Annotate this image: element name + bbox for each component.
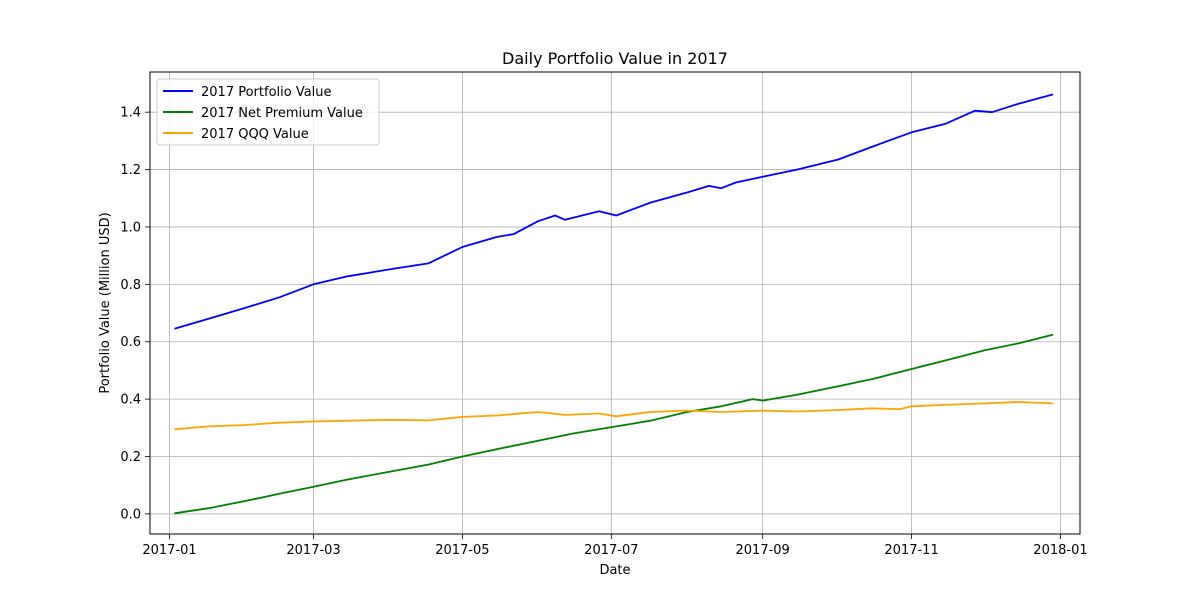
qqq-value-line [174, 401, 1054, 431]
y-tick-label: 1.0 [120, 220, 141, 235]
legend-label-net-premium: 2017 Net Premium Value [201, 106, 363, 121]
y-tick-label: 1.2 [120, 163, 141, 178]
y-tick-label: 1.4 [120, 106, 141, 121]
x-tick-label: 2017-03 [286, 543, 340, 558]
plot-frame [149, 71, 1081, 535]
y-tick-label: 0.8 [120, 278, 141, 293]
x-tick-label: 2017-09 [736, 543, 790, 558]
y-tick-label: 0.2 [120, 450, 141, 465]
y-tick-label: 0.0 [120, 507, 141, 522]
x-tick-label: 2018-01 [1033, 543, 1087, 558]
portfolio-value-line [174, 93, 1054, 330]
x-tick-label: 2017-11 [884, 543, 938, 558]
x-tick-label: 2017-07 [584, 543, 638, 558]
chart-title: Daily Portfolio Value in 2017 [502, 49, 728, 68]
axis-ticks: 2017-01 2017-03 2017-05 2017-07 2017-09 2017-… [120, 106, 1087, 558]
grid [150, 72, 1080, 534]
legend: 2017 Portfolio Value 2017 Net Premium Va… [156, 78, 380, 146]
y-axis-label: Portfolio Value (Million USD) [98, 212, 113, 393]
series-group [174, 93, 1054, 515]
x-tick-label: 2017-01 [142, 543, 196, 558]
y-tick-label: 0.4 [120, 393, 141, 408]
legend-label-portfolio: 2017 Portfolio Value [201, 85, 332, 100]
x-axis-label: Date [599, 563, 630, 578]
legend-box [156, 78, 380, 146]
legend-label-qqq: 2017 QQQ Value [201, 127, 309, 142]
x-tick-label: 2017-05 [435, 543, 489, 558]
net-premium-value-line [174, 333, 1054, 515]
y-tick-label: 0.6 [120, 335, 141, 350]
